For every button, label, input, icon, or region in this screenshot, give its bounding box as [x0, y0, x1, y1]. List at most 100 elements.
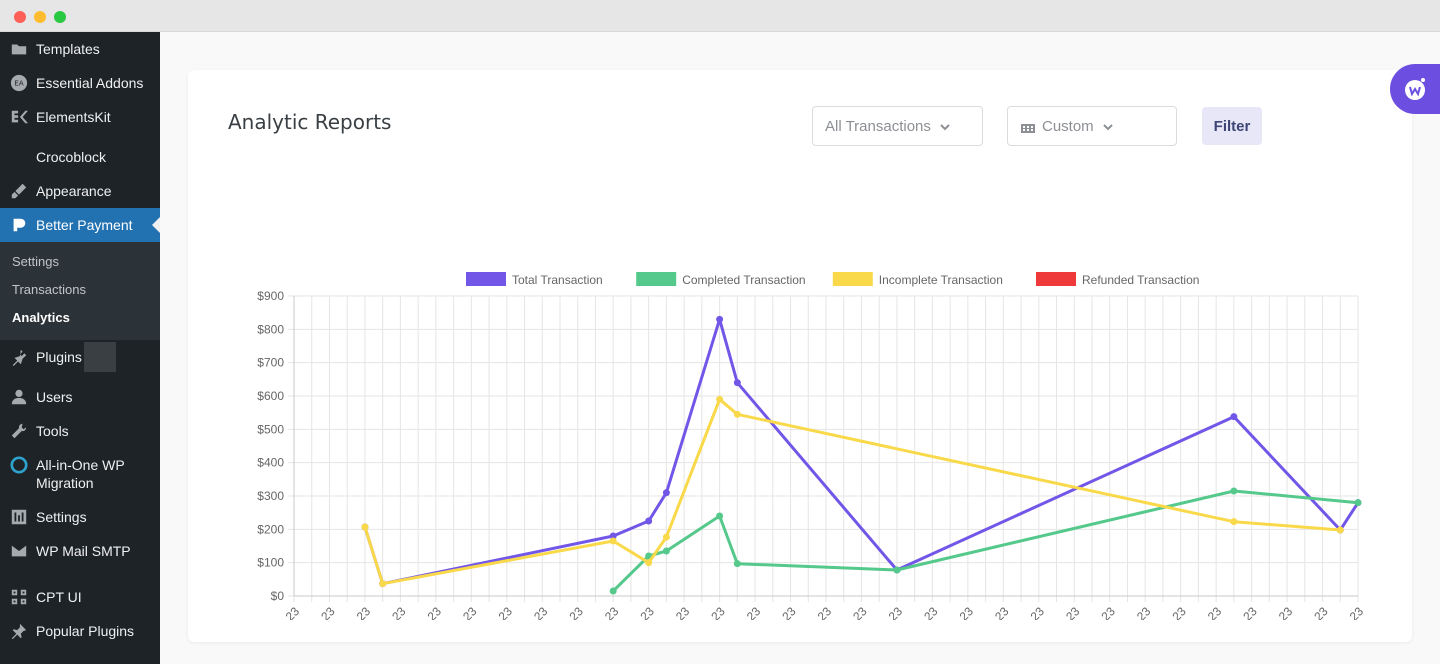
chevron-down-icon — [939, 120, 951, 132]
sidebar-item-tools[interactable]: Tools — [0, 414, 160, 448]
sidebar-item-label: Better Payment — [36, 217, 133, 233]
transaction-type-value: All Transactions — [825, 117, 931, 135]
data-point — [645, 559, 653, 567]
sidebar-item-better-payment[interactable]: Better Payment — [0, 208, 160, 242]
better-payment-icon — [10, 216, 28, 234]
wrench-icon — [10, 422, 28, 440]
pin-icon — [10, 622, 28, 640]
data-point — [893, 566, 901, 574]
legend-label: Total Transaction — [512, 273, 603, 287]
data-point — [716, 512, 724, 520]
legend-label: Refunded Transaction — [1082, 273, 1199, 287]
svg-text:EA: EA — [14, 79, 24, 88]
sidebar-item-label: All-in-One WP Migration — [36, 457, 125, 491]
page-title: Analytic Reports — [228, 110, 392, 134]
widget-logo-icon — [1405, 78, 1425, 100]
y-tick-label: $100 — [257, 556, 284, 570]
data-point — [733, 410, 741, 418]
mail-icon — [10, 542, 28, 560]
admin-sidebar: Templates EA Essential Addons ElementsKi… — [0, 32, 160, 664]
data-point — [609, 537, 617, 545]
plugin-icon — [10, 348, 28, 366]
data-point — [379, 580, 387, 588]
submenu-item-analytics[interactable]: Analytics — [12, 310, 70, 325]
sidebar-item-label: CPT UI — [36, 589, 82, 605]
data-point — [733, 379, 741, 387]
sidebar-item-label: WP Mail SMTP — [36, 543, 131, 559]
y-tick-label: $600 — [257, 389, 284, 403]
analytics-card: Analytic Reports All Transactions Custom… — [188, 70, 1412, 642]
data-point — [1354, 499, 1362, 507]
user-icon — [10, 388, 28, 406]
data-point — [662, 547, 670, 555]
data-point — [662, 489, 670, 497]
x-tick-label: 01 Jun, 23 — [253, 604, 303, 620]
maximize-window-button[interactable] — [54, 11, 66, 23]
legend-swatch — [1036, 272, 1076, 286]
data-point — [609, 532, 617, 540]
sidebar-item-label: Settings — [36, 509, 87, 525]
sidebar-item-elementskit[interactable]: ElementsKit — [0, 100, 160, 134]
update-count-badge — [83, 342, 116, 372]
data-point — [361, 523, 369, 531]
sidebar-item-popular-plugins[interactable]: Popular Plugins — [0, 614, 160, 648]
sidebar-item-cpt-ui[interactable]: CPT UI — [0, 568, 160, 614]
sidebar-item-wp-mail-smtp[interactable]: WP Mail SMTP — [0, 534, 160, 568]
transaction-type-select[interactable]: All Transactions — [812, 106, 983, 146]
data-point — [609, 587, 617, 595]
sidebar-item-appearance[interactable]: Appearance — [0, 174, 160, 208]
sidebar-item-label: ElementsKit — [36, 109, 111, 125]
close-window-button[interactable] — [14, 11, 26, 23]
sidebar-item-users[interactable]: Users — [0, 380, 160, 414]
y-tick-label: $800 — [257, 322, 284, 336]
legend-label: Incomplete Transaction — [879, 273, 1003, 287]
data-point — [645, 517, 653, 525]
submenu-item-settings[interactable]: Settings — [12, 254, 59, 269]
transactions-line-chart: $0 $100 $200 $300 $400 $500 $600 $700 $800 $900 01… — [253, 272, 1366, 620]
sidebar-item-label: Plugins — [36, 349, 82, 365]
sidebar-item-crocoblock[interactable]: Crocoblock — [0, 134, 160, 174]
sidebar-item-label: Essential Addons — [36, 75, 144, 91]
y-tick-label: $300 — [257, 489, 284, 503]
folder-icon — [10, 40, 28, 58]
date-range-select[interactable]: Custom — [1007, 106, 1177, 146]
date-range-value: Custom — [1042, 117, 1094, 135]
sidebar-item-essential-addons[interactable]: EA Essential Addons — [0, 66, 160, 100]
sidebar-item-label: Tools — [36, 423, 69, 439]
sidebar-item-label: Users — [36, 389, 73, 405]
data-point — [1336, 526, 1344, 534]
main-content: Analytic Reports All Transactions Custom… — [160, 32, 1440, 664]
y-tick-label: $200 — [257, 522, 284, 536]
legend-swatch — [636, 272, 677, 286]
data-point — [1230, 413, 1238, 421]
y-tick-label: $0 — [271, 589, 285, 603]
sidebar-item-settings[interactable]: Settings — [0, 500, 160, 534]
legend-swatch — [832, 272, 873, 286]
crocoblock-icon — [10, 148, 28, 166]
legend-swatch — [466, 272, 506, 286]
data-point — [1230, 518, 1238, 526]
sidebar-item-label: Appearance — [36, 183, 112, 199]
sidebar-item-label: Templates — [36, 41, 100, 57]
sidebar-item-label: Popular Plugins — [36, 623, 135, 639]
sidebar-item-plugins[interactable]: Plugins — [0, 340, 160, 380]
data-point — [716, 315, 724, 323]
chevron-down-icon — [1102, 120, 1114, 132]
minimize-window-button[interactable] — [34, 11, 46, 23]
sidebar-item-all-in-one-wp-migration[interactable]: All-in-One WP Migration — [0, 448, 160, 500]
sidebar-item-templates[interactable]: Templates — [0, 32, 160, 66]
data-point — [716, 395, 724, 403]
ea-icon: EA — [10, 74, 28, 92]
better-payment-submenu: Settings Transactions Analytics — [0, 242, 160, 340]
data-point — [1230, 487, 1238, 495]
help-widget-button[interactable] — [1390, 64, 1440, 114]
y-tick-label: $900 — [257, 289, 284, 303]
window-titlebar — [0, 0, 1440, 32]
y-tick-label: $700 — [257, 356, 284, 370]
data-point — [733, 560, 741, 568]
elementskit-icon — [10, 108, 28, 126]
y-tick-label: $400 — [257, 456, 284, 470]
filter-button[interactable]: Filter — [1202, 107, 1262, 145]
brush-icon — [10, 182, 28, 200]
submenu-item-transactions[interactable]: Transactions — [12, 282, 86, 297]
